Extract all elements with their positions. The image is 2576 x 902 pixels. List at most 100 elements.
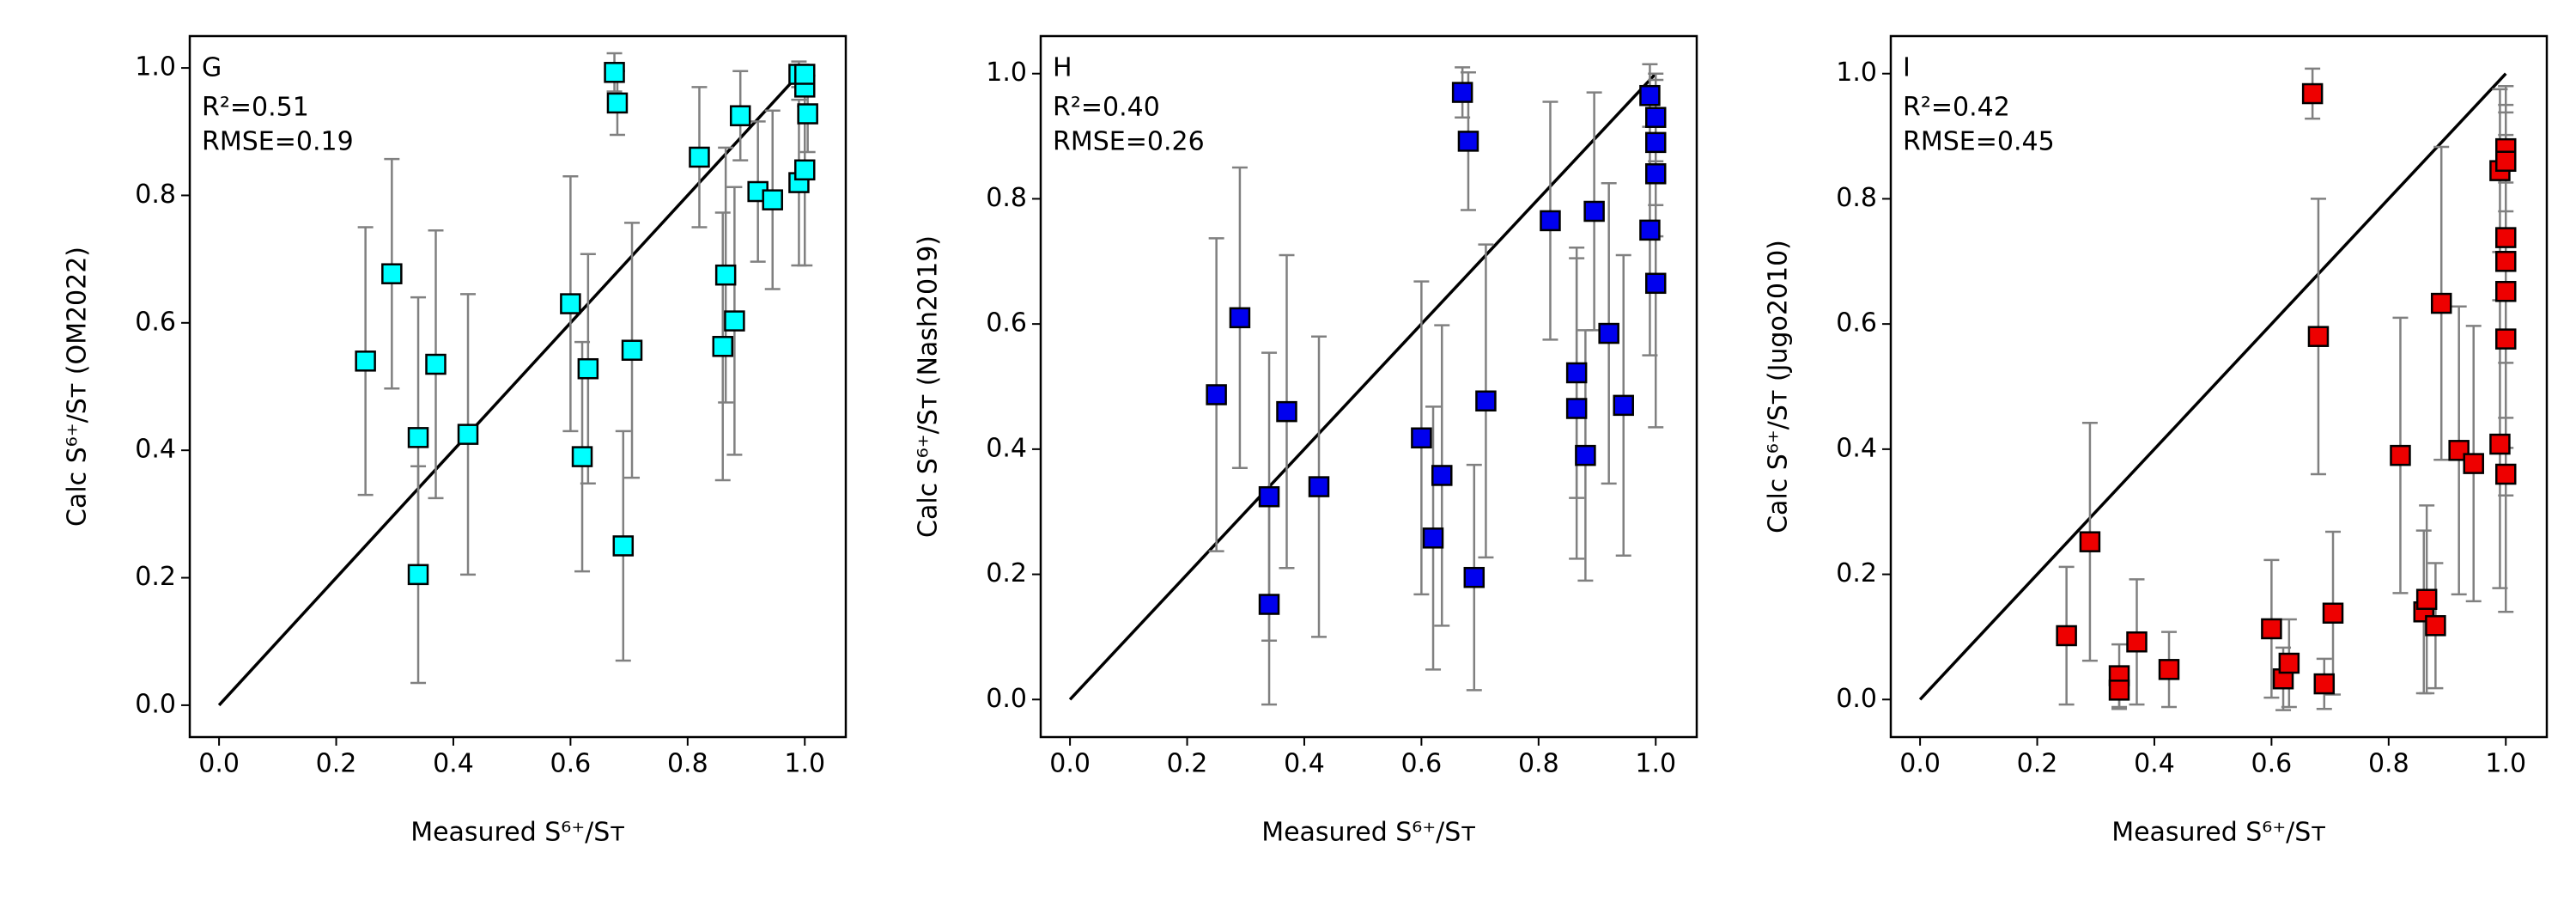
x-tick-label: 0.6 (550, 749, 592, 779)
marker (1645, 131, 1667, 154)
x-tick-label: 0.0 (1899, 749, 1941, 779)
marker (1451, 82, 1473, 103)
marker (2313, 673, 2336, 695)
y-tick-label: 0.8 (986, 183, 1027, 213)
panel: 0.0 0.2 0.4 0.6 0.8 1.0 0.0 0.2 0.4 0.6 0.8 1.0 Meas… (914, 34, 1698, 848)
marker (2489, 433, 2511, 455)
y-axis-label: Calc S⁶⁺/Sᴛ (OM2022) (63, 247, 93, 527)
marker (1565, 398, 1588, 419)
marker (577, 357, 599, 380)
marker (2463, 453, 2484, 474)
marker (2495, 463, 2517, 485)
marker (762, 189, 783, 210)
x-tick-label: 0.0 (1049, 749, 1091, 779)
y-tick-label: 1.0 (1836, 58, 1877, 88)
marker (2278, 652, 2300, 674)
marker (2301, 82, 2324, 105)
identity-line (1918, 72, 2507, 701)
marker (1613, 394, 1634, 417)
x-tick-label: 0.2 (316, 749, 357, 779)
marker (729, 105, 751, 126)
annotation: R²=0.40 (1053, 93, 1160, 123)
marker (714, 264, 737, 286)
marker (2495, 150, 2517, 172)
x-axis-label: Measured S⁶⁺/Sᴛ (410, 818, 625, 848)
marker (2158, 659, 2180, 680)
marker (1463, 566, 1485, 588)
y-tick-label: 0.6 (1836, 308, 1877, 338)
marker (604, 62, 625, 83)
x-tick-label: 1.0 (1635, 749, 1676, 779)
x-tick-label: 0.8 (1518, 749, 1559, 779)
marker (1565, 362, 1588, 384)
marker (1540, 210, 1561, 232)
marker (457, 424, 479, 445)
marker (1206, 384, 1227, 405)
y-tick-label: 0.4 (1836, 433, 1877, 463)
marker (712, 336, 733, 357)
marker (612, 535, 635, 557)
marker (2390, 444, 2411, 466)
y-tick-label: 1.0 (135, 52, 176, 82)
y-tick-label: 0.6 (986, 308, 1027, 338)
x-tick-label: 0.8 (667, 749, 708, 779)
marker (1645, 163, 1667, 185)
marker (2322, 602, 2344, 624)
x-tick-label: 0.4 (1284, 749, 1325, 779)
marker (1639, 219, 1661, 241)
x-tick-label: 0.2 (2017, 749, 2058, 779)
marker (381, 263, 403, 284)
x-axis-label: Measured S⁶⁺/Sᴛ (1261, 818, 1476, 848)
annotation: R²=0.42 (1903, 93, 2010, 123)
x-axis-label: Measured S⁶⁺/Sᴛ (2111, 818, 2326, 848)
marker (1276, 400, 1297, 423)
marker (2108, 680, 2130, 701)
marker (1422, 527, 1444, 549)
annotation: RMSE=0.19 (202, 127, 354, 157)
axes-frame (1889, 34, 2549, 739)
x-tick-label: 0.4 (433, 749, 474, 779)
y-tick-label: 0.2 (1836, 558, 1877, 588)
marker (2261, 618, 2282, 640)
axes-frame (1039, 34, 1698, 739)
marker (689, 146, 710, 168)
panel-label: I (1903, 53, 1911, 83)
marker (1229, 307, 1251, 329)
identity-line (217, 66, 806, 707)
x-tick-label: 1.0 (2485, 749, 2526, 779)
marker (1583, 200, 1605, 222)
marker (1431, 465, 1453, 486)
marker (1639, 84, 1661, 107)
marker (2415, 588, 2438, 610)
y-tick-label: 0.2 (135, 562, 176, 592)
marker (1411, 427, 1432, 448)
y-tick-label: 0.8 (135, 180, 176, 210)
y-tick-label: 0.2 (986, 558, 1027, 588)
marker (1457, 131, 1479, 152)
x-tick-label: 0.6 (1401, 749, 1443, 779)
y-tick-label: 0.4 (986, 433, 1027, 463)
panel-label: G (202, 53, 222, 83)
marker (571, 446, 593, 467)
annotation: RMSE=0.45 (1903, 127, 2055, 157)
y-tick-label: 0.4 (135, 435, 176, 465)
marker (797, 103, 818, 125)
marker (407, 427, 429, 448)
marker (1645, 107, 1667, 128)
x-tick-label: 0.4 (2134, 749, 2175, 779)
marker (425, 353, 447, 375)
marker (1258, 485, 1280, 508)
marker (2425, 615, 2446, 637)
x-tick-label: 1.0 (784, 749, 825, 779)
marker (794, 159, 816, 181)
marker (2495, 227, 2517, 248)
axes-frame (188, 34, 848, 739)
marker (2126, 631, 2148, 653)
annotation: R²=0.51 (202, 93, 309, 123)
panel-label: H (1053, 53, 1072, 83)
marker (1645, 272, 1667, 295)
marker (355, 350, 376, 372)
marker (2495, 281, 2517, 302)
